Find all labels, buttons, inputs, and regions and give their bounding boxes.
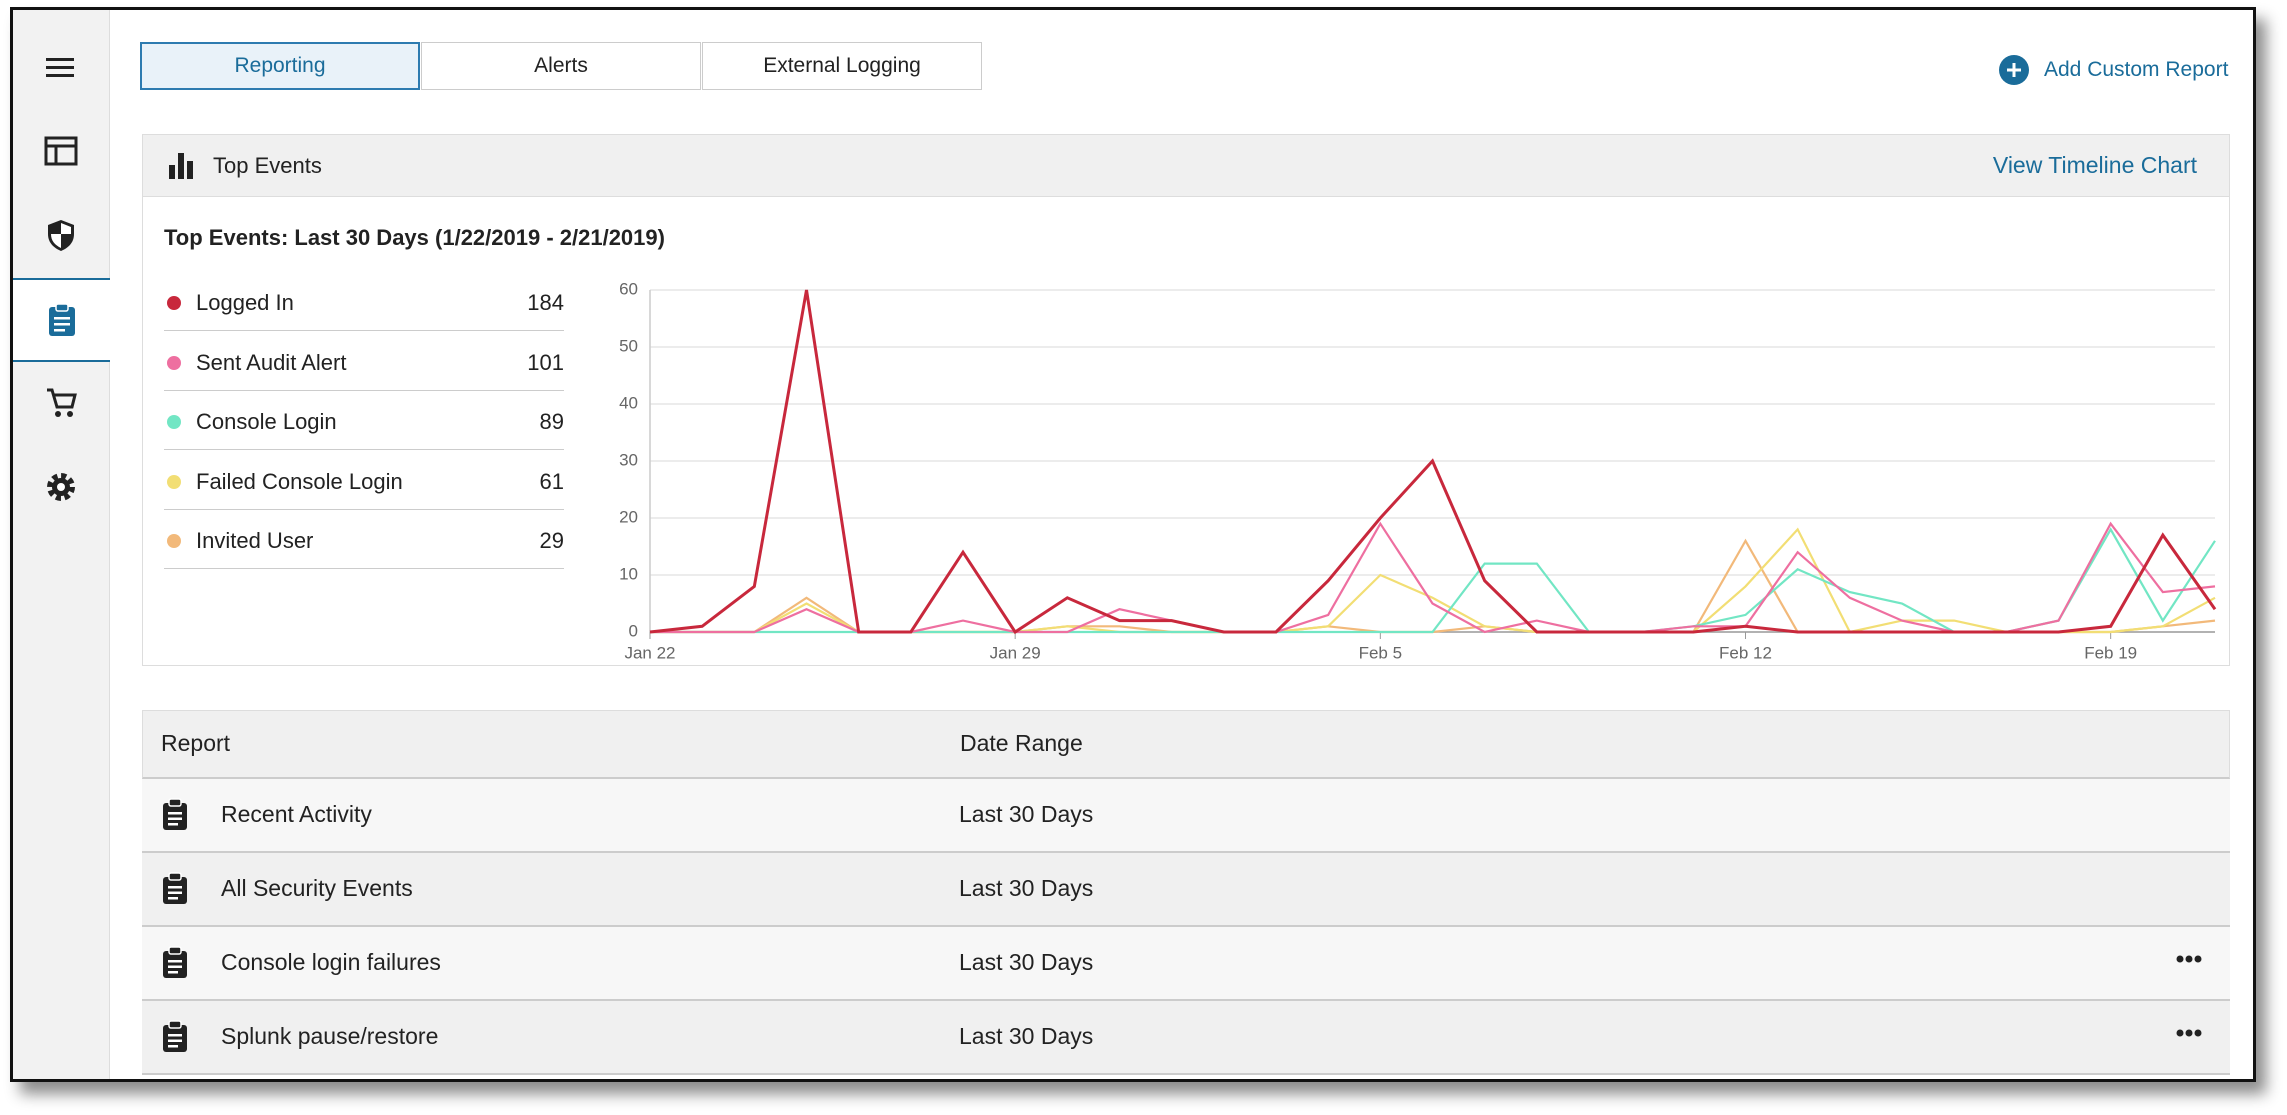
report-icon (163, 946, 187, 978)
x-tick-label: Feb 12 (1719, 643, 1772, 662)
report-name: Console login failures (221, 949, 441, 975)
legend-label: Console Login (196, 409, 337, 434)
legend-item: Sent Audit Alert 101 (164, 332, 564, 391)
table-header: Report Date Range (142, 710, 2230, 779)
x-tick-label: Feb 19 (2084, 643, 2137, 662)
dashboard-icon[interactable] (13, 111, 109, 191)
y-tick-label: 10 (619, 564, 638, 583)
report-icon (163, 798, 187, 830)
legend-item: Failed Console Login 61 (164, 451, 564, 510)
report-icon (163, 1020, 187, 1052)
reports-icon[interactable] (13, 278, 110, 362)
legend-label: Failed Console Login (196, 468, 403, 494)
date-range: Last 30 Days (959, 801, 1094, 827)
y-tick-label: 0 (629, 621, 638, 640)
more-menu[interactable] (2176, 943, 2202, 969)
legend-count: 61 (539, 468, 564, 494)
series-line (650, 527, 2216, 634)
chart-icon (169, 153, 193, 179)
series-line (650, 521, 2216, 634)
legend-dot (167, 474, 181, 489)
panel-header: Top Events View Timeline Chart (143, 135, 2229, 197)
panel-title: Top Events (213, 153, 322, 178)
y-tick-label: 50 (619, 336, 638, 355)
legend-count: 101 (527, 349, 564, 375)
y-tick-label: 30 (619, 450, 638, 469)
legend-count: 184 (527, 290, 564, 315)
y-tick-label: 60 (619, 279, 638, 298)
legend-item: Console Login 89 (164, 391, 564, 450)
legend-count: 89 (539, 409, 564, 434)
x-tick-label: Feb 5 (1359, 643, 1402, 662)
security-icon[interactable] (13, 195, 109, 275)
legend-dot (167, 415, 181, 429)
y-tick-label: 40 (619, 393, 638, 412)
date-range: Last 30 Days (959, 1023, 1094, 1049)
legend-dot (167, 355, 181, 370)
chart: 0 10 20 30 40 50 60 Jan 22 Jan 29 Feb 5 Feb 12 Feb … (619, 279, 2217, 662)
legend-dot (167, 534, 181, 548)
cart-icon[interactable] (13, 363, 109, 443)
x-tick-label: Jan 29 (990, 643, 1041, 662)
table-row[interactable]: Console login failures Last 30 Days (142, 927, 2230, 1001)
timeline-link[interactable]: View Timeline Chart (1992, 152, 2197, 178)
date-range: Last 30 Days (959, 875, 1094, 901)
table-row[interactable]: Recent Activity Last 30 Days (142, 779, 2230, 853)
series-line (649, 289, 2217, 635)
y-tick-label: 20 (619, 507, 638, 526)
tab[interactable]: Alerts (421, 42, 701, 90)
settings-icon[interactable] (13, 447, 109, 527)
series-line (650, 527, 2216, 634)
date-range: Last 30 Days (959, 949, 1094, 975)
column-header: Date Range (960, 730, 1083, 756)
series-line (650, 538, 2216, 634)
sidebar (13, 10, 110, 1079)
table-row[interactable]: All Security Events Last 30 Days (142, 853, 2230, 927)
menu-icon[interactable] (13, 27, 109, 107)
x-tick-label: Jan 22 (624, 643, 675, 662)
column-header: Report (161, 730, 231, 756)
legend-label: Logged In (196, 290, 294, 315)
report-name: Recent Activity (221, 801, 372, 827)
legend-label: Sent Audit Alert (196, 349, 347, 375)
legend-item: Invited User 29 (164, 510, 564, 569)
add-label[interactable]: Add Custom Report (2044, 58, 2229, 81)
tab[interactable]: Reporting (140, 42, 420, 90)
legend-count: 29 (539, 528, 564, 553)
window: Reporting Alerts External Logging Add Cust… (10, 7, 2256, 1082)
report-table: Report Date Range Recent Activity Last 30 D… (142, 710, 2230, 1075)
more-menu[interactable] (2176, 1017, 2202, 1043)
add-custom-report[interactable]: Add Custom Report (1998, 54, 2228, 86)
panel: Top Events View Timeline Chart Top Event… (142, 134, 2230, 666)
report-name: Splunk pause/restore (221, 1023, 439, 1049)
report-icon (163, 872, 187, 904)
legend-label: Invited User (196, 528, 314, 553)
table-row[interactable]: Splunk pause/restore Last 30 Days (142, 1001, 2230, 1075)
legend-dot (167, 296, 181, 310)
tab[interactable]: External Logging (702, 42, 982, 90)
chart-title: Top Events: Last 30 Days (1/22/2019 - 2/… (164, 225, 665, 250)
legend-item: Logged In 184 (164, 272, 564, 331)
report-name: All Security Events (221, 875, 413, 901)
